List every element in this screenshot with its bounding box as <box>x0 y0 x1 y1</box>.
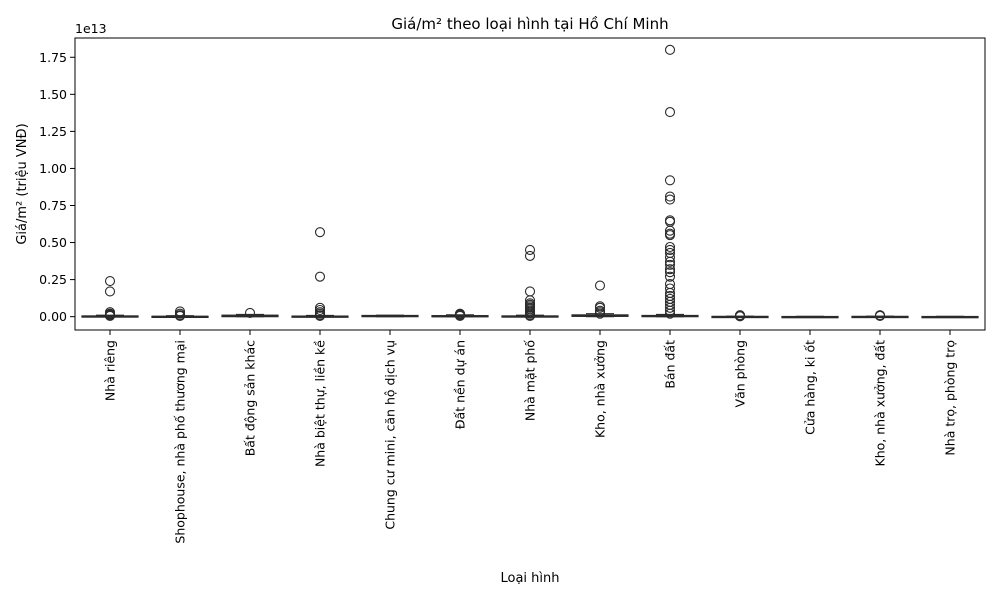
y-tick-label: 0.25 <box>39 272 67 287</box>
x-tick-label: Bán đất <box>663 340 678 389</box>
box-group <box>851 310 909 321</box>
outlier-point <box>664 308 676 319</box>
outlier-point <box>664 259 676 270</box>
outlier-point <box>664 264 676 275</box>
x-tick-label: Nhà biệt thự, liền kề <box>313 340 328 467</box>
x-tick-label: Cửa hàng, ki ốt <box>803 340 818 435</box>
y-tick-label: 1.00 <box>39 161 67 176</box>
y-axis-label: Giá/m² (triệu VNĐ) <box>15 123 30 244</box>
x-tick-label: Kho, nhà xưởng, đất <box>873 340 888 467</box>
outlier-point <box>664 302 676 313</box>
outlier-point <box>664 191 676 202</box>
outlier-point <box>524 286 536 297</box>
outlier-point <box>664 230 676 241</box>
box-group <box>431 308 489 321</box>
x-axis-label: Loại hình <box>500 571 559 586</box>
box-group <box>291 227 349 321</box>
outlier-point <box>664 44 676 55</box>
x-tick-label: Văn phòng <box>733 340 748 407</box>
box-group <box>151 306 209 321</box>
y-tick-label: 0.50 <box>39 235 67 250</box>
x-tick-label: Nhà trọ, phòng trọ <box>943 340 958 456</box>
outlier-point <box>664 271 676 282</box>
plot-area-frame <box>74 37 986 331</box>
outlier-point <box>664 267 676 278</box>
x-tick-label: Nhà riêng <box>103 340 118 401</box>
outlier-point <box>104 276 116 287</box>
x-tick-label: Kho, nhà xưởng <box>593 340 608 438</box>
outlier-point <box>244 307 256 319</box>
outlier-point <box>594 280 606 291</box>
outlier-point <box>594 308 606 319</box>
outlier-point <box>874 310 886 321</box>
box-group <box>501 244 559 321</box>
box-group <box>81 276 139 321</box>
y-tick-label: 1.25 <box>39 124 67 139</box>
outlier-point <box>664 241 676 253</box>
x-tick-label: Nhà mặt phố <box>523 340 538 421</box>
box-group <box>221 307 279 319</box>
outlier-point <box>524 244 536 256</box>
outlier-point <box>734 311 746 322</box>
outlier-point <box>664 225 676 236</box>
outlier-point <box>664 305 676 316</box>
x-tick-label: Đất nền dự án <box>453 340 468 429</box>
outlier-point <box>664 283 676 294</box>
box-group <box>921 315 979 319</box>
box-group <box>711 310 769 322</box>
chart-title: Giá/m² theo loại hình tại Hồ Chí Minh <box>391 15 668 33</box>
outlier-point <box>104 310 116 321</box>
x-tick-label: Chung cư mini, căn hộ dịch vụ <box>383 340 398 530</box>
outlier-point <box>524 250 536 261</box>
box-group <box>571 280 629 319</box>
outlier-point <box>664 256 676 267</box>
box-series <box>81 44 979 322</box>
outlier-point <box>664 175 676 186</box>
x-tick-label: Bất động sản khác <box>243 340 258 456</box>
y-tick-label: 1.75 <box>39 50 67 65</box>
outlier-point <box>454 310 466 321</box>
x-axis-ticks: Nhà riêng Shophouse, nhà phố thương mại Bấ… <box>103 330 958 544</box>
outlier-point <box>664 107 676 118</box>
outlier-point <box>314 271 326 282</box>
outlier-point <box>664 244 676 256</box>
box-group <box>641 44 699 319</box>
y-tick-label: 1.50 <box>39 87 67 102</box>
outlier-point <box>664 194 676 205</box>
outlier-point <box>314 227 326 238</box>
outlier-point <box>664 252 676 263</box>
outlier-point <box>174 310 186 321</box>
outlier-point <box>104 286 116 297</box>
y-tick-label: 0.75 <box>39 198 67 213</box>
box-group <box>781 315 839 319</box>
y-tick-label: 0.00 <box>39 309 67 324</box>
outlier-point <box>314 310 326 321</box>
box-group <box>361 314 419 318</box>
y-axis-ticks: 0.00 0.25 0.50 0.75 1.00 1.25 1.50 1.75 <box>39 50 75 324</box>
outlier-point <box>524 310 536 321</box>
y-offset-label: 1e13 <box>75 21 107 36</box>
x-tick-label: Shophouse, nhà phố thương mại <box>173 340 188 544</box>
outlier-point <box>594 302 606 313</box>
